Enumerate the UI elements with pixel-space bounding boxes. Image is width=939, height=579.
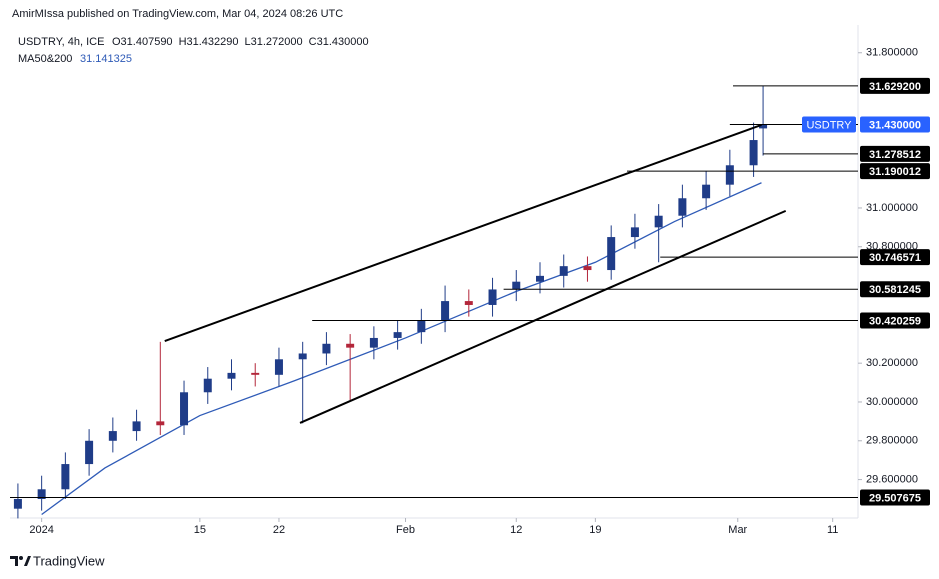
candle-body	[702, 184, 711, 199]
level-label-box	[860, 145, 930, 162]
candle-body	[417, 320, 426, 333]
candle-body	[203, 378, 212, 393]
candle-body	[654, 215, 663, 228]
candle-body	[630, 227, 639, 238]
level-label-box	[860, 249, 930, 266]
candle-body	[464, 301, 473, 305]
level-label-box	[860, 489, 930, 506]
candle-body	[725, 165, 734, 185]
candle-body	[61, 464, 70, 490]
level-label: 30.420259	[869, 315, 921, 327]
indicator-value: 31.141325	[80, 53, 132, 65]
candle-body	[749, 140, 758, 166]
candle-body	[441, 301, 450, 321]
y-tick-label: 30.200000	[866, 357, 918, 369]
candle-body	[678, 198, 687, 216]
y-tick-label: 31.800000	[866, 47, 918, 59]
level-label-box	[860, 163, 930, 180]
x-tick-label: Mar	[728, 524, 747, 536]
x-tick-label: 22	[273, 524, 285, 536]
trend-line	[164, 123, 762, 342]
candle-body	[488, 289, 497, 305]
candle-body	[583, 266, 592, 271]
candle-body	[322, 343, 331, 354]
candle-body	[108, 431, 117, 441]
symbol-badge-box	[802, 116, 856, 133]
candle-body	[180, 392, 189, 426]
ohlc-label: L31.272000	[245, 36, 303, 48]
candle-body	[346, 343, 355, 348]
candle-body	[512, 281, 521, 290]
candle-body	[156, 421, 165, 426]
candle-body	[607, 237, 616, 271]
candle-body	[85, 440, 94, 465]
x-tick-label: 2024	[29, 524, 53, 536]
x-tick-label: 12	[510, 524, 522, 536]
trend-line	[299, 209, 787, 424]
y-tick-label: 29.600000	[866, 473, 918, 485]
ohlc-label: C31.430000	[309, 36, 369, 48]
symbol-badge: USDTRY	[806, 119, 852, 131]
ohlc-label: H31.432290	[179, 36, 239, 48]
y-tick-label: 31.000000	[866, 202, 918, 214]
level-label: 30.581245	[869, 284, 921, 296]
candle-body	[274, 359, 283, 375]
level-label-box	[860, 281, 930, 298]
candle-body	[393, 332, 402, 338]
candle-body	[251, 372, 260, 375]
x-tick-label: Feb	[396, 524, 415, 536]
y-tick-label: 29.800000	[866, 435, 918, 447]
moving-average	[41, 182, 762, 516]
symbol: USDTRY, 4h, ICE	[18, 36, 104, 48]
candle-body	[559, 266, 568, 276]
candle-body	[227, 372, 236, 379]
x-tick-label: 11	[827, 524, 838, 536]
x-tick-label: 19	[589, 524, 601, 536]
candle-body	[37, 489, 46, 499]
candle-body	[369, 337, 378, 348]
indicator-name: MA50&200	[18, 53, 72, 65]
level-label: 31.430000	[869, 119, 921, 131]
level-label: 31.629200	[869, 81, 921, 93]
level-label-box	[860, 116, 930, 133]
brand: TradingView	[33, 553, 105, 568]
level-label-box	[860, 312, 930, 329]
brand-logo	[10, 556, 31, 566]
y-tick-label: 30.000000	[866, 396, 918, 408]
ohlc-label: O31.407590	[112, 36, 173, 48]
candle-body	[759, 124, 768, 129]
level-label: 30.746571	[869, 252, 921, 264]
level-label-box	[860, 77, 930, 94]
publisher-line: AmirMIssa published on TradingView.com, …	[12, 8, 343, 20]
x-tick-label: 15	[194, 524, 206, 536]
candle-body	[13, 498, 22, 509]
candle-body	[298, 353, 307, 360]
level-label: 31.278512	[869, 149, 921, 161]
candle-body	[536, 275, 544, 282]
level-label: 31.190012	[869, 166, 921, 178]
candle-body	[132, 421, 141, 432]
level-label: 29.507675	[869, 492, 921, 504]
